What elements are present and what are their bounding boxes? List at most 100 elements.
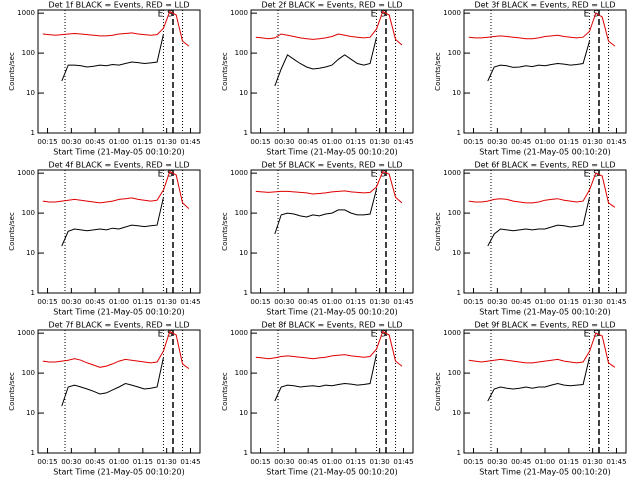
- y-axis-label: Counts/sec: [221, 372, 229, 411]
- data-line: [274, 353, 377, 402]
- chart-title: Det 2f BLACK = Events, RED = LLD: [261, 1, 402, 10]
- x-tick-label: 00:15: [463, 138, 483, 146]
- chart-panel: Det 8f BLACK = Events, RED = LLD Start Ti…: [221, 321, 414, 477]
- y-tick-label: 1: [31, 129, 35, 137]
- y-axis-label: Counts/sec: [221, 52, 229, 91]
- x-tick-label: 01:30: [583, 138, 603, 146]
- x-tick-label: 01:00: [535, 298, 555, 306]
- data-line: [274, 37, 377, 87]
- marker-label: S: [167, 170, 173, 180]
- x-tick-label: 00:15: [250, 298, 270, 306]
- x-tick-label: 01:00: [322, 298, 342, 306]
- chart-title: Det 8f BLACK = Events, RED = LLD: [261, 321, 402, 330]
- x-tick-label: 00:15: [463, 298, 483, 306]
- x-tick-label: 01:15: [559, 138, 579, 146]
- x-tick-label: 00:45: [85, 138, 105, 146]
- x-tick-label: 01:00: [109, 298, 129, 306]
- x-tick-label: 00:45: [511, 138, 531, 146]
- plot-frame: [463, 169, 627, 294]
- chart-title: Det 1f BLACK = Events, RED = LLD: [48, 1, 189, 10]
- data-line: [255, 170, 403, 204]
- x-tick-label: 01:45: [606, 458, 626, 466]
- y-tick-label: 10: [452, 249, 461, 257]
- y-tick-label: 10: [26, 249, 35, 257]
- x-axis-label: Start Time (21-May-05 00:10:20): [479, 468, 610, 477]
- y-tick-label: 1: [31, 449, 35, 457]
- marker-label: E: [158, 170, 164, 180]
- marker-label: S: [380, 170, 386, 180]
- data-line: [255, 10, 403, 46]
- data-line: [61, 357, 164, 407]
- y-axis-label: Counts/sec: [434, 52, 442, 91]
- data-line: [468, 12, 616, 47]
- chart-panel: Det 4f BLACK = Events, RED = LLD Start Ti…: [8, 161, 201, 317]
- x-axis-label: Start Time (21-May-05 00:10:20): [266, 148, 397, 157]
- y-tick-label: 10: [26, 409, 35, 417]
- y-tick-label: 10: [239, 89, 248, 97]
- y-tick-label: 1: [457, 129, 461, 137]
- data-line: [487, 40, 590, 82]
- chart-panel: Det 3f BLACK = Events, RED = LLD Start Ti…: [434, 1, 627, 157]
- y-tick-label: 1000: [17, 169, 35, 177]
- x-tick-label: 01:15: [346, 458, 366, 466]
- y-tick-label: 1: [244, 129, 248, 137]
- marker-label: S: [167, 10, 173, 20]
- x-tick-label: 00:30: [274, 458, 294, 466]
- x-axis-label: Start Time (21-May-05 00:10:20): [53, 468, 184, 477]
- x-tick-label: 01:00: [322, 458, 342, 466]
- y-tick-label: 10: [239, 409, 248, 417]
- data-line: [42, 330, 190, 370]
- y-tick-label: 100: [448, 209, 461, 217]
- data-line: [274, 188, 377, 235]
- y-tick-label: 1: [31, 289, 35, 297]
- x-tick-label: 00:45: [298, 458, 318, 466]
- x-tick-label: 01:45: [180, 458, 200, 466]
- x-axis-label: Start Time (21-May-05 00:10:20): [479, 148, 610, 157]
- y-axis-label: Counts/sec: [8, 52, 16, 91]
- plot-frame: [250, 169, 414, 294]
- y-tick-label: 100: [235, 49, 248, 57]
- x-tick-label: 01:00: [535, 458, 555, 466]
- x-tick-label: 01:30: [157, 138, 177, 146]
- x-tick-label: 01:00: [322, 138, 342, 146]
- chart-title: Det 4f BLACK = Events, RED = LLD: [48, 161, 189, 170]
- x-tick-label: 00:15: [37, 138, 57, 146]
- x-tick-label: 00:45: [85, 458, 105, 466]
- x-axis-label: Start Time (21-May-05 00:10:20): [53, 148, 184, 157]
- marker-label: E: [584, 10, 590, 20]
- x-axis-label: Start Time (21-May-05 00:10:20): [53, 308, 184, 317]
- y-tick-label: 1000: [443, 9, 461, 17]
- y-tick-label: 100: [22, 209, 35, 217]
- y-tick-label: 1: [244, 289, 248, 297]
- x-tick-label: 01:15: [559, 458, 579, 466]
- y-axis-label: Counts/sec: [8, 372, 16, 411]
- marker-label: E: [584, 330, 590, 340]
- x-tick-label: 00:30: [487, 458, 507, 466]
- chart-panel: Det 5f BLACK = Events, RED = LLD Start Ti…: [221, 161, 414, 317]
- y-tick-label: 1000: [230, 329, 248, 337]
- x-tick-label: 01:15: [346, 298, 366, 306]
- x-tick-label: 01:30: [583, 298, 603, 306]
- x-tick-label: 01:30: [583, 458, 603, 466]
- x-tick-label: 01:45: [606, 298, 626, 306]
- x-tick-label: 00:30: [274, 298, 294, 306]
- x-tick-label: 00:30: [61, 458, 81, 466]
- marker-label: E: [584, 170, 590, 180]
- x-tick-label: 01:45: [606, 138, 626, 146]
- chart-panel: Det 2f BLACK = Events, RED = LLD Start Ti…: [221, 1, 414, 157]
- plot-frame: [463, 329, 627, 454]
- y-tick-label: 100: [22, 49, 35, 57]
- marker-label: S: [380, 330, 386, 340]
- x-tick-label: 01:45: [180, 298, 200, 306]
- data-line: [61, 33, 164, 82]
- y-tick-label: 1000: [443, 169, 461, 177]
- x-tick-label: 00:45: [298, 298, 318, 306]
- data-line: [468, 172, 616, 208]
- data-line: [42, 170, 190, 209]
- x-tick-label: 00:15: [250, 458, 270, 466]
- x-tick-label: 00:30: [274, 138, 294, 146]
- data-line: [487, 357, 590, 402]
- y-tick-label: 10: [452, 89, 461, 97]
- y-tick-label: 1: [244, 449, 248, 457]
- x-tick-label: 01:30: [370, 138, 390, 146]
